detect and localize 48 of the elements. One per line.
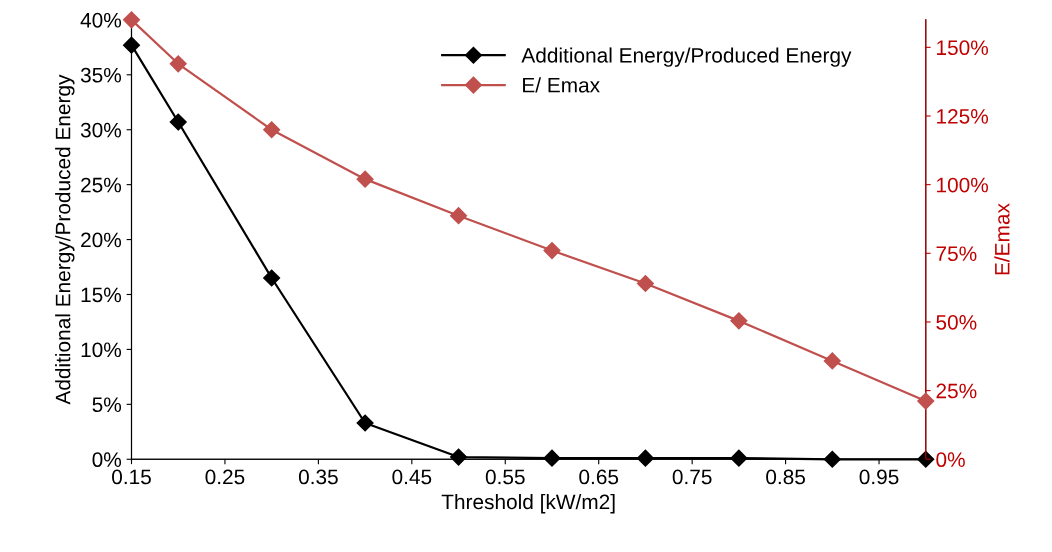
y-tick-label: 10% bbox=[81, 342, 122, 358]
x-tick-label: 0.55 bbox=[485, 469, 525, 485]
x-tick-label: 0.25 bbox=[205, 469, 245, 485]
x-tick-label: 0.85 bbox=[766, 469, 805, 485]
point bbox=[730, 312, 748, 330]
y2-tick-label: 75% bbox=[936, 246, 977, 262]
legend-label: E/ Emax bbox=[523, 77, 600, 93]
point bbox=[449, 207, 468, 225]
y2-tick-label: 25% bbox=[936, 383, 977, 399]
y-tick-label: 15% bbox=[81, 287, 122, 303]
x-tick-label: 0.35 bbox=[298, 469, 338, 485]
point bbox=[263, 121, 281, 139]
y-tick-label: 0% bbox=[92, 452, 122, 468]
point bbox=[122, 36, 141, 54]
y-tick-label: 30% bbox=[80, 122, 122, 138]
x-tick-label: 0.95 bbox=[859, 469, 899, 485]
y2-tick-label: 0% bbox=[936, 452, 965, 468]
point bbox=[263, 269, 281, 287]
point bbox=[122, 11, 141, 29]
y-tick-label: 40% bbox=[80, 12, 122, 28]
x-tick-label: 0.75 bbox=[672, 469, 712, 485]
y2-tick-label: 100% bbox=[937, 177, 989, 193]
point bbox=[636, 274, 654, 293]
y2-axis-title: E/Emax bbox=[994, 203, 1010, 275]
point bbox=[169, 113, 187, 131]
point bbox=[356, 414, 374, 432]
point bbox=[636, 449, 654, 467]
y-tick-label: 25% bbox=[81, 177, 122, 193]
legend-label: Additional Energy/Produced Energy bbox=[521, 47, 852, 67]
x-tick-label: 0.65 bbox=[579, 469, 619, 485]
y2-tick-label: 150% bbox=[937, 40, 989, 56]
point bbox=[917, 392, 935, 410]
y-tick-label: 35% bbox=[80, 67, 122, 83]
x-axis-title: Threshold [kW/m2] bbox=[441, 493, 615, 514]
point bbox=[823, 352, 841, 370]
point bbox=[356, 170, 374, 188]
y-tick-label: 20% bbox=[81, 232, 122, 248]
point bbox=[543, 242, 561, 260]
point bbox=[730, 449, 748, 467]
y-tick-label: 5% bbox=[92, 397, 122, 413]
point bbox=[543, 449, 561, 467]
point bbox=[169, 55, 187, 73]
x-tick-label: 0.15 bbox=[112, 469, 151, 485]
y2-tick-label: 50% bbox=[936, 314, 977, 330]
point bbox=[449, 448, 468, 466]
x-tick-label: 0.45 bbox=[392, 469, 432, 485]
y2-tick-label: 125% bbox=[937, 108, 989, 124]
y-axis-title: Additional Energy/Produced Energy bbox=[55, 74, 75, 405]
